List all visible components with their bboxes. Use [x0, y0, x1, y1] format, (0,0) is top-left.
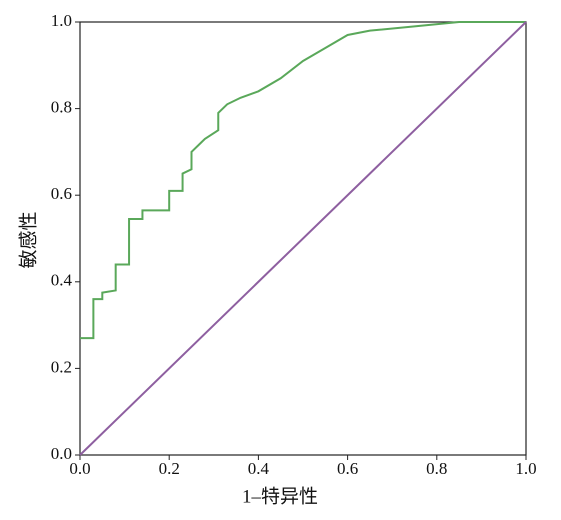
plot-frame	[79, 21, 527, 456]
x-tick-label: 0.8	[426, 459, 447, 478]
y-axis-title: 敏感性	[17, 211, 39, 268]
x-tick-label: 0.6	[337, 459, 358, 478]
y-tick-label: 1.0	[51, 11, 72, 30]
x-tick-label: 0.2	[159, 459, 180, 478]
y-tick-label: 0.6	[51, 184, 72, 203]
series-line	[79, 21, 527, 456]
y-tick-label: 0.8	[51, 98, 72, 117]
series-line	[80, 21, 526, 340]
x-tick-label: 0.0	[69, 459, 90, 478]
x-axis-title: 1–特异性	[242, 485, 318, 507]
y-tick-label: 0.2	[51, 357, 72, 376]
y-tick-label: 0.0	[51, 444, 72, 463]
y-tick-label: 0.4	[51, 271, 73, 290]
x-tick-label: 1.0	[515, 459, 536, 478]
x-tick-label: 0.4	[248, 459, 270, 478]
